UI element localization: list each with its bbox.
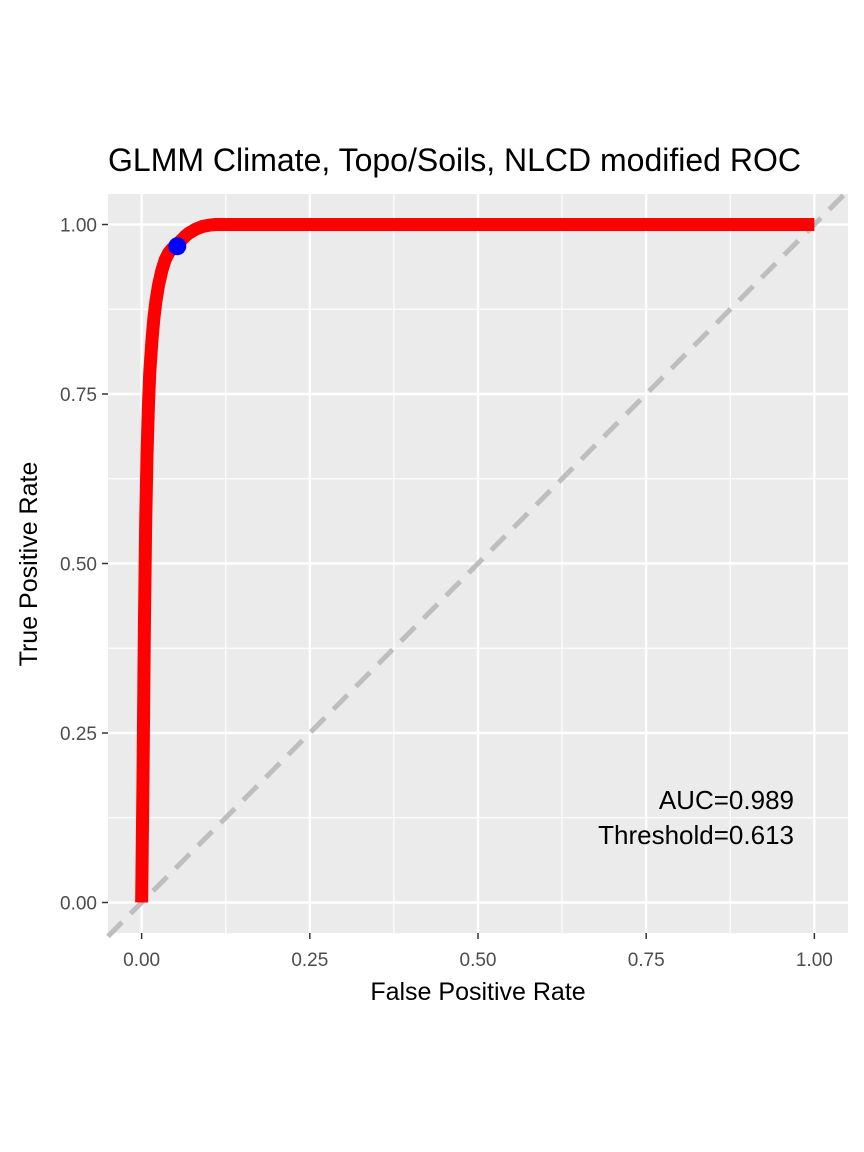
y-tick-label: 0.50: [60, 555, 97, 576]
x-tick-label: 0.00: [123, 950, 160, 971]
optimal-threshold-point: [168, 237, 187, 256]
chart-title: GLMM Climate, Topo/Soils, NLCD modified …: [108, 142, 801, 178]
x-axis-title: False Positive Rate: [370, 978, 585, 1006]
x-tick-label: 1.00: [796, 950, 833, 971]
x-axis-ticks: 0.00 0.25 0.50 0.75 1.00: [123, 933, 833, 971]
y-axis-title: True Positive Rate: [15, 462, 43, 667]
x-tick-label: 0.25: [291, 950, 328, 971]
reference-line-group: [106, 188, 850, 939]
x-tick-label: 0.75: [628, 950, 665, 971]
y-axis-ticks: 0.00 0.25 0.50 0.75 1.00: [60, 216, 108, 914]
reference-diagonal-line: [106, 188, 850, 939]
y-tick-label: 1.00: [60, 216, 97, 237]
y-tick-label: 0.75: [60, 385, 97, 406]
x-tick-label: 0.50: [460, 950, 497, 971]
y-tick-label: 0.25: [60, 724, 97, 745]
points-group: [168, 237, 187, 256]
threshold-annotation: Threshold=0.613: [598, 820, 794, 850]
y-tick-label: 0.00: [60, 893, 97, 914]
auc-annotation: AUC=0.989: [659, 785, 794, 815]
